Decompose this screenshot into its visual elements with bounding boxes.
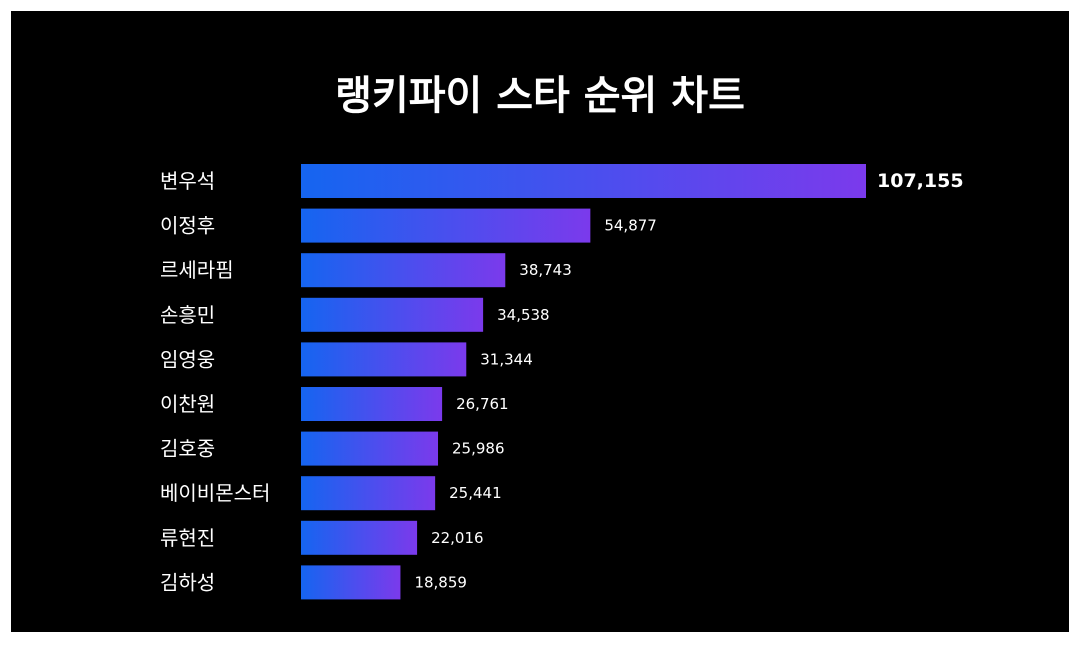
value-label: 18,859: [414, 573, 467, 591]
bar: [301, 208, 591, 243]
bar: [301, 387, 443, 421]
value-label: 107,155: [877, 170, 964, 192]
value-label: 54,877: [604, 217, 657, 235]
bar: [301, 253, 506, 288]
category-label: 김호중: [160, 437, 215, 461]
value-label: 22,016: [431, 529, 484, 547]
category-label: 임영웅: [160, 347, 215, 371]
category-label: 이찬원: [160, 392, 215, 416]
bar: [301, 565, 401, 600]
value-label: 25,986: [452, 440, 505, 458]
bar: [301, 342, 467, 377]
category-label: 베이비몬스터: [160, 481, 270, 505]
value-label: 25,441: [449, 484, 502, 502]
value-label: 26,761: [456, 395, 509, 413]
chart-frame: [11, 11, 1069, 632]
bar: [301, 476, 436, 511]
value-label: 34,538: [497, 306, 550, 324]
category-label: 르세라핌: [160, 258, 234, 282]
category-label: 변우석: [160, 169, 215, 193]
category-label: 손흥민: [160, 303, 215, 327]
bars-group: 변우석 107,155 이정후 54,877 르세라핌 38,743 손흥민 34,538 임영…: [160, 164, 964, 600]
value-label: 38,743: [519, 261, 572, 279]
bar: [301, 164, 866, 198]
bar: [301, 297, 484, 332]
category-label: 이정후: [160, 214, 215, 238]
category-label: 김하성: [160, 570, 215, 594]
category-label: 류현진: [160, 526, 215, 550]
bar: [301, 520, 418, 555]
value-label: 31,344: [480, 350, 533, 368]
chart-title: 랭키파이 스타 순위 차트: [335, 73, 745, 119]
bar: [301, 431, 439, 466]
